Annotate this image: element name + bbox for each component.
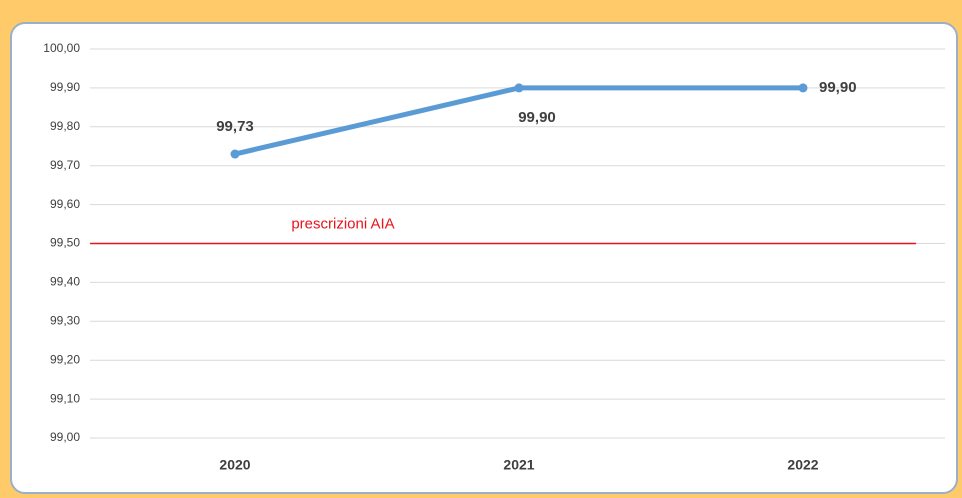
y-tick-label: 100,00 bbox=[43, 41, 80, 55]
data-point bbox=[798, 83, 808, 93]
y-tick-label: 99,30 bbox=[50, 313, 80, 327]
data-point bbox=[230, 149, 240, 159]
y-tick-label: 99,20 bbox=[50, 352, 80, 366]
y-tick-label: 99,60 bbox=[50, 197, 80, 211]
data-point bbox=[514, 83, 524, 93]
x-tick-label: 2020 bbox=[219, 457, 250, 473]
y-tick-label: 99,10 bbox=[50, 391, 80, 405]
data-label: 99,90 bbox=[819, 79, 857, 96]
y-tick-label: 99,40 bbox=[50, 275, 80, 289]
chart-panel bbox=[10, 22, 958, 494]
data-label: 99,90 bbox=[518, 109, 556, 126]
data-label: 99,73 bbox=[216, 118, 254, 135]
y-tick-label: 99,80 bbox=[50, 119, 80, 133]
y-tick-label: 99,50 bbox=[50, 236, 80, 250]
y-tick-label: 99,00 bbox=[50, 430, 80, 444]
y-tick-label: 99,70 bbox=[50, 158, 80, 172]
reference-label: prescrizioni AIA bbox=[291, 215, 394, 232]
x-tick-label: 2022 bbox=[787, 457, 818, 473]
x-tick-label: 2021 bbox=[503, 457, 534, 473]
y-tick-label: 99,90 bbox=[50, 80, 80, 94]
